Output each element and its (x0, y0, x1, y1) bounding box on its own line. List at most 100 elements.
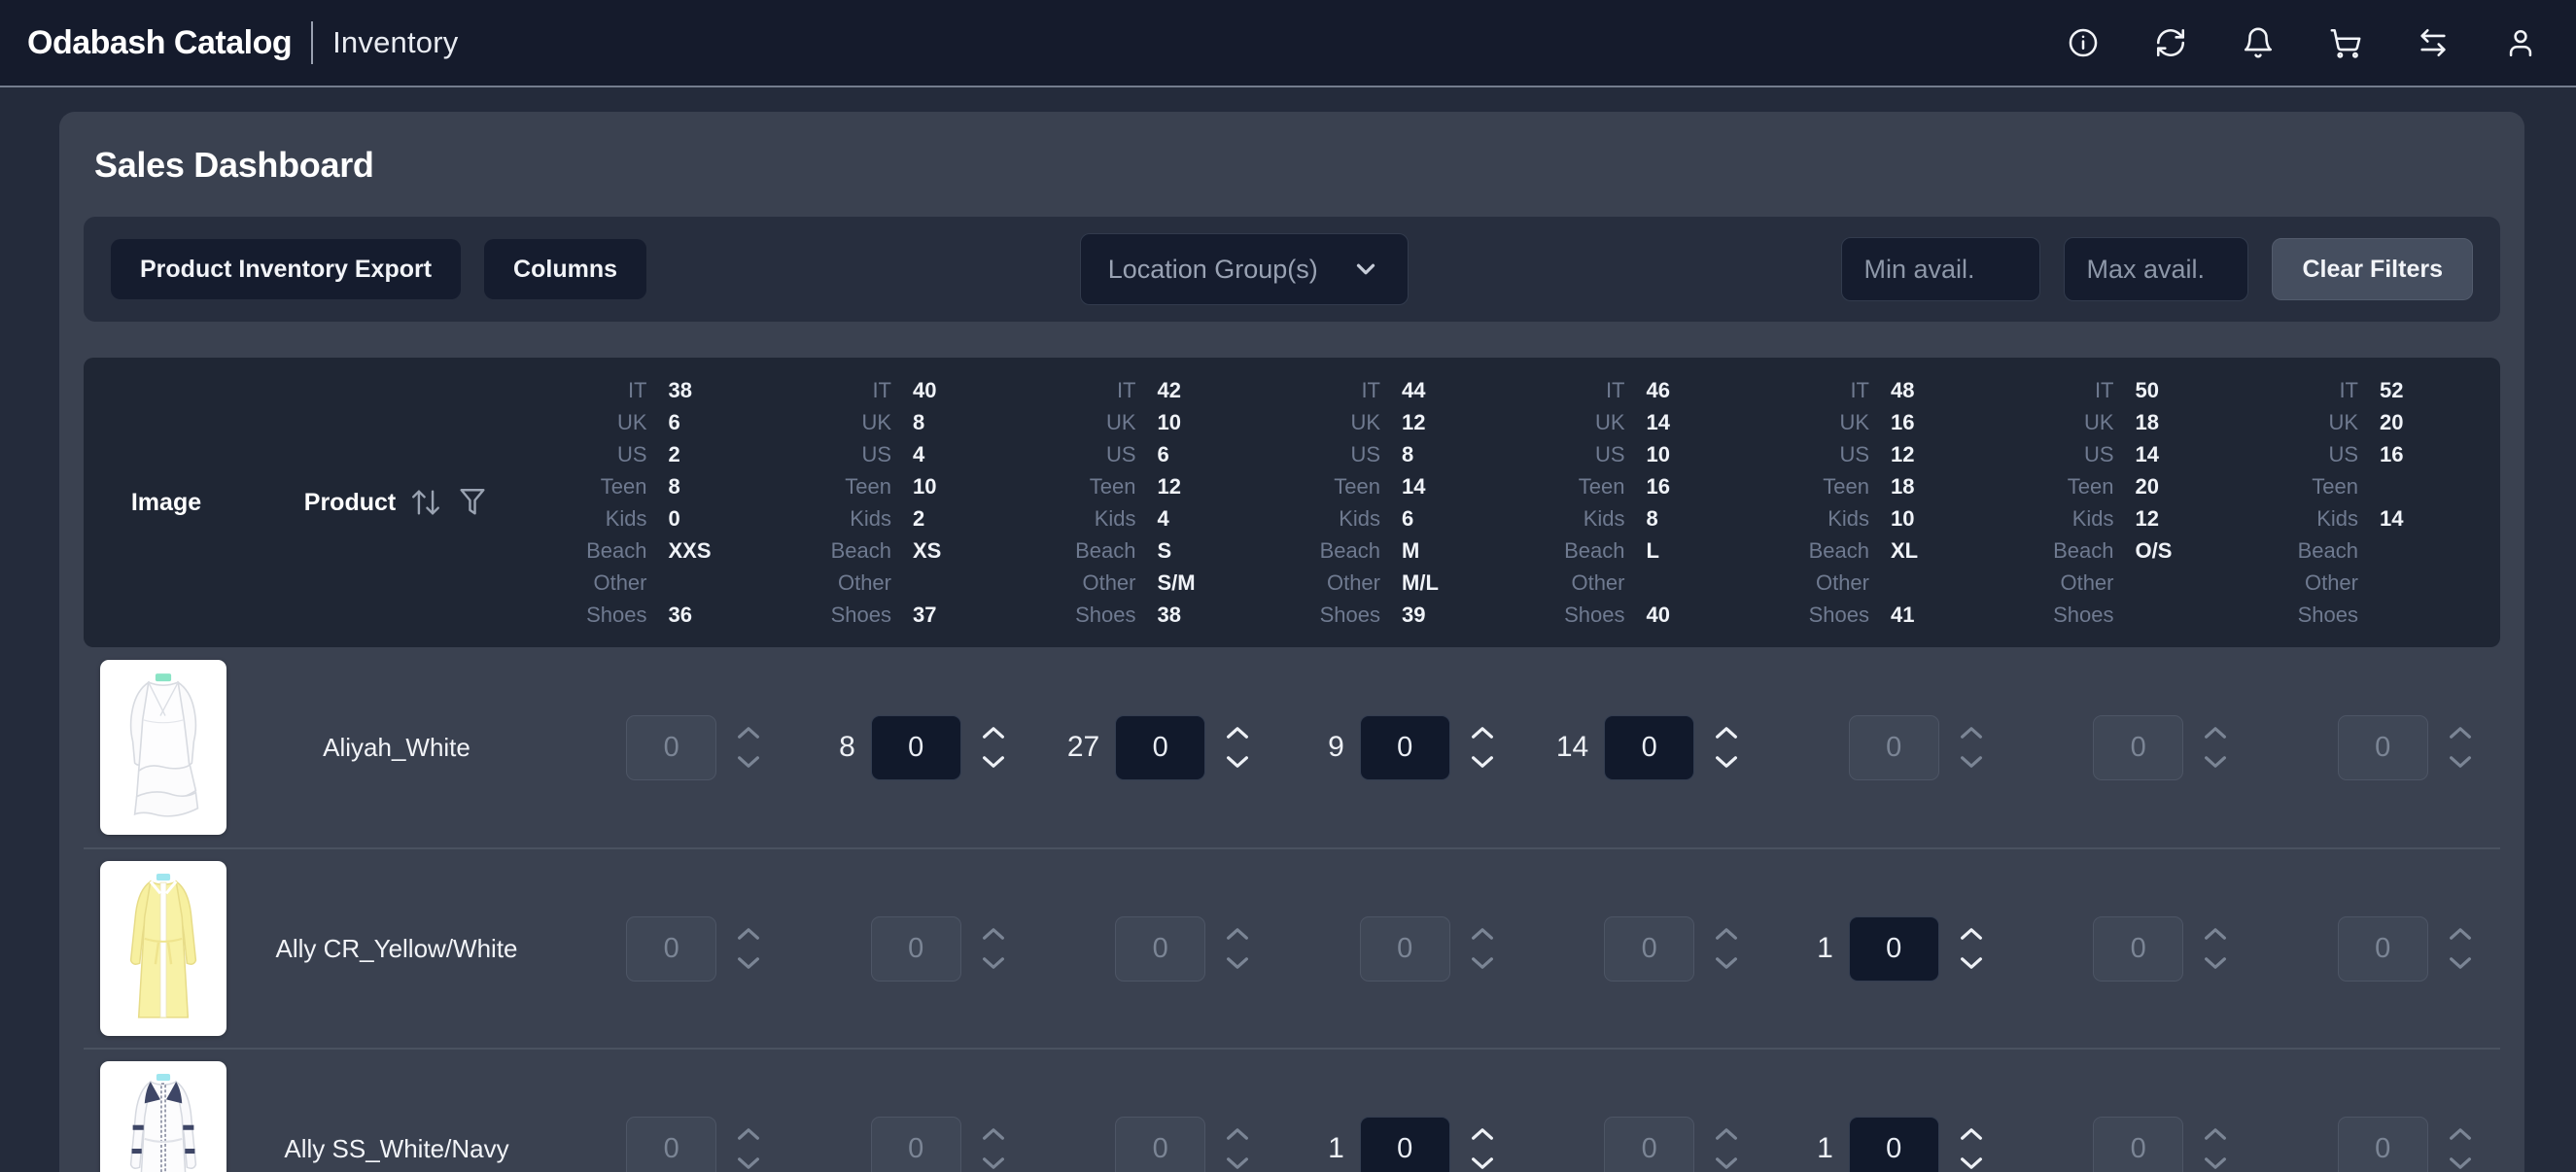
chevron-down-icon[interactable] (1714, 755, 1739, 770)
quantity-input[interactable]: 0 (626, 1116, 717, 1172)
chevron-down-icon[interactable] (1470, 1156, 1495, 1171)
quantity-input[interactable]: 0 (2093, 1116, 2184, 1172)
chevron-up-icon[interactable] (981, 725, 1006, 740)
chevron-down-icon[interactable] (981, 755, 1006, 770)
size-header-line: IT 52 (2256, 374, 2501, 406)
chevron-down-icon[interactable] (1225, 755, 1250, 770)
chevron-up-icon[interactable] (1714, 725, 1739, 740)
chevron-down-icon[interactable] (1470, 755, 1495, 770)
chevron-up-icon[interactable] (2448, 1126, 2473, 1141)
product-cell: Aliyah_White (249, 733, 544, 763)
chevron-up-icon[interactable] (1714, 1126, 1739, 1141)
quantity-input[interactable]: 0 (2337, 915, 2428, 982)
chevron-down-icon[interactable] (981, 956, 1006, 971)
size-value: 46 (1646, 378, 1670, 402)
quantity-input[interactable]: 0 (1604, 1116, 1695, 1172)
quantity-input[interactable]: 0 (1604, 714, 1695, 780)
size-value: 10 (1891, 506, 1915, 531)
user-icon[interactable] (2504, 26, 2537, 59)
quantity-input[interactable]: 0 (2337, 714, 2428, 780)
chevron-up-icon[interactable] (1959, 725, 1984, 740)
quantity-input[interactable]: 0 (1115, 915, 1206, 982)
chevron-up-icon[interactable] (2203, 1126, 2228, 1141)
chevron-up-icon[interactable] (981, 926, 1006, 941)
quantity-input[interactable]: 0 (626, 915, 717, 982)
chevron-down-icon[interactable] (736, 956, 761, 971)
location-groups-dropdown[interactable]: Location Group(s) (1079, 233, 1409, 305)
quantity-input[interactable]: 0 (1848, 1116, 1939, 1172)
chevron-up-icon[interactable] (1959, 1126, 1984, 1141)
quantity-input[interactable]: 0 (870, 714, 961, 780)
clear-filters-button[interactable]: Clear Filters (2272, 238, 2473, 300)
size-region-label: Teen (2312, 474, 2358, 499)
chevron-up-icon[interactable] (736, 926, 761, 941)
size-header-line: Beach XL (1767, 534, 2012, 567)
chevron-up-icon[interactable] (736, 725, 761, 740)
notifications-icon[interactable] (2242, 26, 2275, 59)
chevron-down-icon[interactable] (736, 1156, 761, 1171)
cart-icon[interactable] (2329, 26, 2362, 59)
product-inventory-export-button[interactable]: Product Inventory Export (111, 239, 462, 299)
quantity-input[interactable]: 0 (1359, 1116, 1450, 1172)
chevron-up-icon[interactable] (1470, 1126, 1495, 1141)
sort-icon[interactable] (409, 486, 442, 519)
quantity-input[interactable]: 0 (870, 1116, 961, 1172)
chevron-down-icon[interactable] (1959, 755, 1984, 770)
chevron-up-icon[interactable] (1470, 926, 1495, 941)
chevron-up-icon[interactable] (1225, 725, 1250, 740)
quantity-input[interactable]: 0 (1115, 714, 1206, 780)
table-row: Aliyah_White 0 8 0 27 0 9 0 14 0 0 0 0 (84, 647, 2500, 847)
chevron-down-icon[interactable] (1225, 1156, 1250, 1171)
quantity-input[interactable]: 0 (1604, 915, 1695, 982)
chevron-up-icon[interactable] (1714, 926, 1739, 941)
chevron-up-icon[interactable] (1959, 926, 1984, 941)
chevron-down-icon[interactable] (1959, 1156, 1984, 1171)
info-icon[interactable] (2067, 26, 2100, 59)
chevron-down-icon[interactable] (1959, 956, 1984, 971)
quantity-input[interactable]: 0 (1359, 915, 1450, 982)
quantity-input[interactable]: 0 (2337, 1116, 2428, 1172)
product-image-yellow-maxi-dress[interactable] (100, 861, 226, 1036)
quantity-input[interactable]: 0 (2093, 714, 2184, 780)
chevron-up-icon[interactable] (2203, 725, 2228, 740)
filter-funnel-icon[interactable] (456, 486, 489, 519)
quantity-input[interactable]: 0 (1848, 714, 1939, 780)
min-avail-input[interactable] (1841, 237, 2041, 301)
chevron-down-icon[interactable] (2203, 1156, 2228, 1171)
max-avail-input[interactable] (2064, 237, 2249, 301)
chevron-down-icon[interactable] (1714, 1156, 1739, 1171)
quantity-input[interactable]: 0 (1115, 1116, 1206, 1172)
chevron-down-icon[interactable] (2203, 755, 2228, 770)
columns-button[interactable]: Columns (484, 239, 646, 299)
quantity-input[interactable]: 0 (1359, 714, 1450, 780)
chevron-down-icon[interactable] (736, 755, 761, 770)
chevron-down-icon[interactable] (2448, 755, 2473, 770)
quantity-input[interactable]: 0 (870, 915, 961, 982)
chevron-up-icon[interactable] (981, 1126, 1006, 1141)
quantity-input[interactable]: 0 (2093, 915, 2184, 982)
chevron-down-icon[interactable] (1714, 956, 1739, 971)
chevron-down-icon[interactable] (1470, 956, 1495, 971)
chevron-up-icon[interactable] (2448, 725, 2473, 740)
chevron-down-icon[interactable] (2448, 956, 2473, 971)
chevron-up-icon[interactable] (1225, 1126, 1250, 1141)
quantity-input[interactable]: 0 (626, 714, 717, 780)
product-image-white-navy-maxi-dress[interactable] (100, 1061, 226, 1172)
size-header-line: Teen 10 (789, 470, 1034, 502)
chevron-up-icon[interactable] (2448, 926, 2473, 941)
chevron-up-icon[interactable] (1225, 926, 1250, 941)
product-image-white-wrap-dress[interactable] (100, 660, 226, 835)
size-region-label: US (1350, 442, 1380, 466)
chevron-down-icon[interactable] (1225, 956, 1250, 971)
chevron-down-icon[interactable] (2203, 956, 2228, 971)
chevron-down-icon[interactable] (981, 1156, 1006, 1171)
chevron-up-icon[interactable] (2203, 926, 2228, 941)
chevron-up-icon[interactable] (736, 1126, 761, 1141)
chevron-down-icon[interactable] (2448, 1156, 2473, 1171)
chevron-up-icon[interactable] (1470, 725, 1495, 740)
refresh-icon[interactable] (2154, 26, 2187, 59)
quantity-input[interactable]: 0 (1848, 915, 1939, 982)
size-column-header: IT 40 UK 8 US 4 Teen 10 Kids 2 Beach XS Other Shoes 37 (789, 374, 1034, 631)
size-region-label: IT (2339, 378, 2358, 402)
transfer-icon[interactable] (2417, 26, 2450, 59)
